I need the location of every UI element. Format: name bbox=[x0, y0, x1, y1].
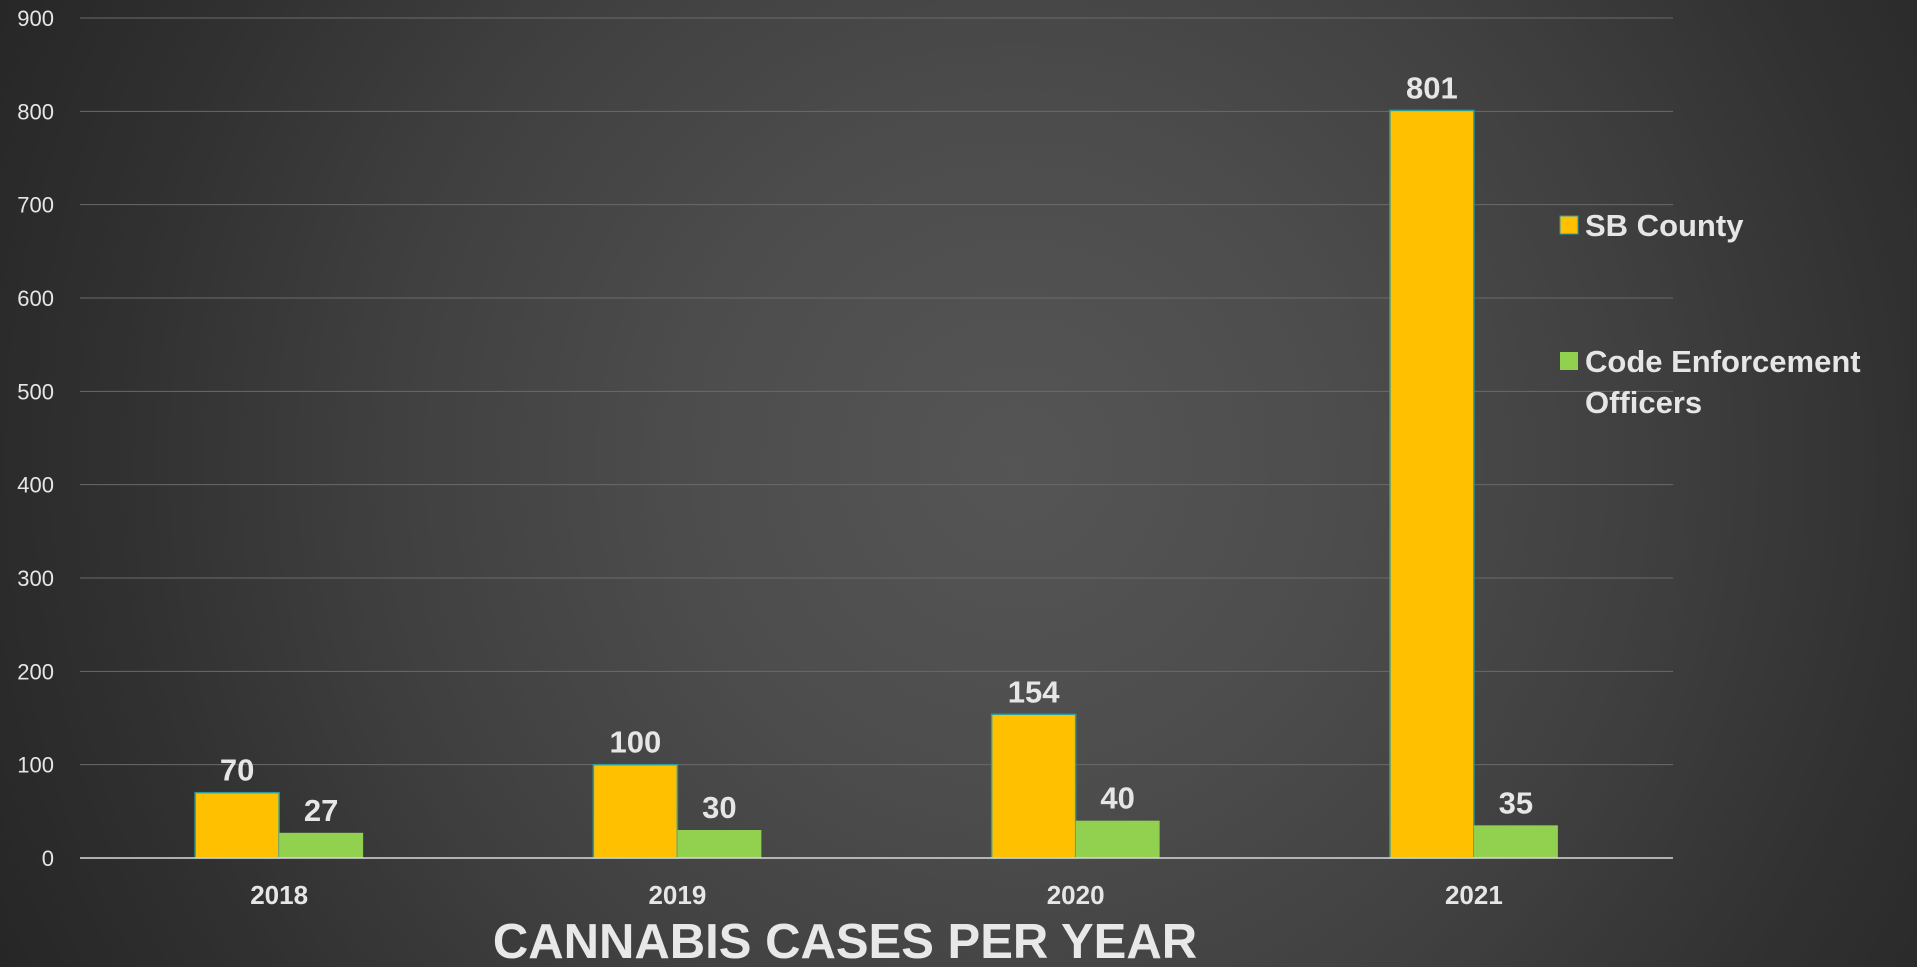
bars bbox=[194, 109, 1558, 859]
data-label: 70 bbox=[220, 753, 254, 788]
y-tick-label: 200 bbox=[17, 659, 54, 684]
data-label: 801 bbox=[1406, 70, 1458, 105]
legend-label-line: Officers bbox=[1585, 385, 1702, 420]
y-tick-label: 0 bbox=[42, 846, 54, 871]
chart-title: CANNABIS CASES PER YEAR bbox=[493, 915, 1197, 967]
y-tick-label: 600 bbox=[17, 286, 54, 311]
data-label: 30 bbox=[702, 790, 736, 825]
y-tick-label: 400 bbox=[17, 473, 54, 498]
y-tick-label: 900 bbox=[17, 6, 54, 31]
legend-label-line: Code Enforcement bbox=[1585, 344, 1861, 379]
bar-sb-county-2019 bbox=[592, 763, 679, 859]
bar-code-enforcement-officers-2021 bbox=[1473, 825, 1558, 858]
x-tick-label: 2018 bbox=[250, 880, 308, 910]
y-tick-label: 500 bbox=[17, 379, 54, 404]
y-tick-label: 100 bbox=[17, 753, 54, 778]
bar-sb-county-2020 bbox=[990, 713, 1077, 859]
data-label: 154 bbox=[1008, 674, 1060, 709]
x-tick-label: 2020 bbox=[1047, 880, 1105, 910]
gridlines bbox=[80, 17, 1673, 766]
y-tick-label: 300 bbox=[17, 566, 54, 591]
y-tick-label: 800 bbox=[17, 99, 54, 124]
y-tick-label: 700 bbox=[17, 193, 54, 218]
x-tick-label: 2019 bbox=[648, 880, 706, 910]
bar-sb-county-2021 bbox=[1389, 109, 1475, 859]
legend-label-code-enforcement-officers: Code Enforcement Officers bbox=[1585, 344, 1869, 420]
x-tick-label: 2021 bbox=[1445, 880, 1503, 910]
legend-label-line: SB County bbox=[1585, 208, 1744, 243]
data-label: 27 bbox=[304, 793, 338, 828]
data-label: 35 bbox=[1499, 785, 1533, 820]
bar-sb-county-2018 bbox=[194, 791, 280, 859]
legend-swatch-sb-county bbox=[1559, 215, 1579, 235]
bar-code-enforcement-officers-2020 bbox=[1075, 820, 1160, 858]
legend: SB County Code Enforcement Officers bbox=[1559, 208, 1869, 420]
legend-swatch-code-enforcement-officers bbox=[1560, 352, 1578, 370]
bar-code-enforcement-officers-2019 bbox=[677, 830, 762, 858]
bar-code-enforcement-officers-2018 bbox=[279, 832, 364, 858]
legend-label-sb-county: SB County bbox=[1585, 208, 1744, 243]
data-label: 40 bbox=[1100, 781, 1134, 816]
axes: 0 100 200 300 400 500 600 700 800 900 2018 2019 2020… bbox=[17, 6, 1673, 910]
data-labels: 70 27 100 30 154 40 801 35 bbox=[220, 70, 1533, 827]
data-label: 100 bbox=[610, 725, 662, 760]
